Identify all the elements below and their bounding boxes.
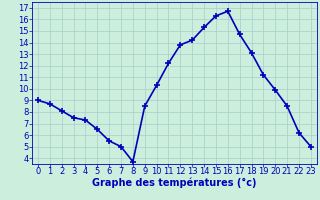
X-axis label: Graphe des températures (°c): Graphe des températures (°c)	[92, 178, 257, 188]
